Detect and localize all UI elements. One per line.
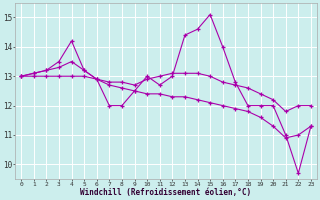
X-axis label: Windchill (Refroidissement éolien,°C): Windchill (Refroidissement éolien,°C): [80, 188, 252, 197]
